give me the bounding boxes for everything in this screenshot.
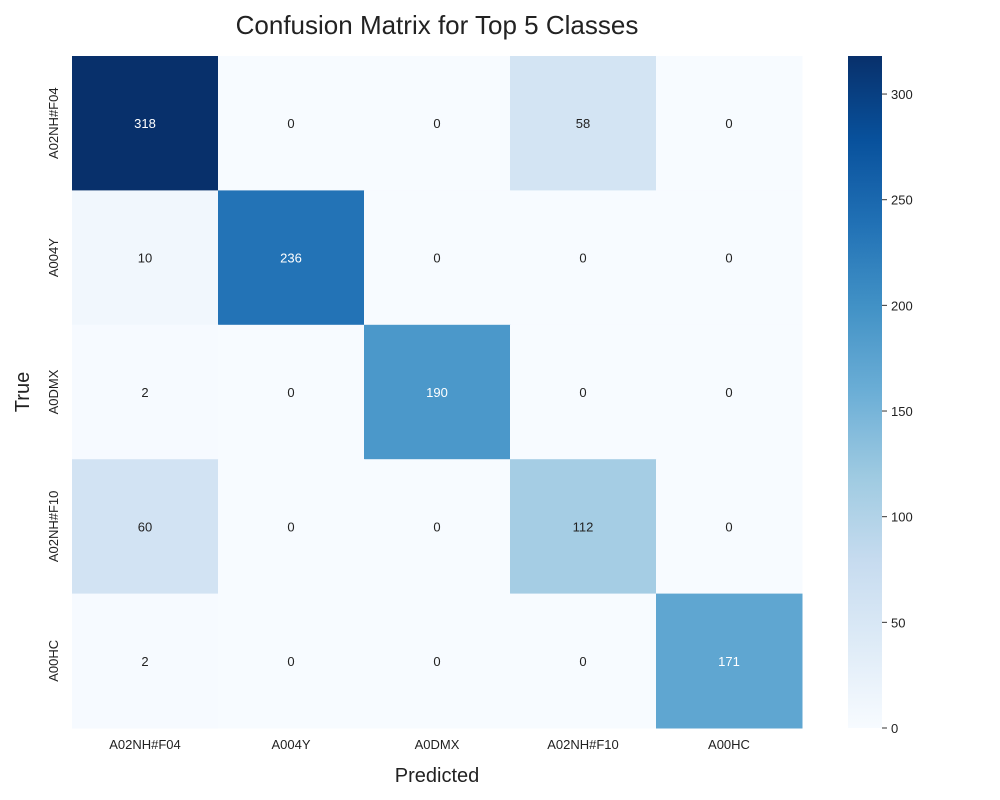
colorbar-ticks: 0 50 100 150 200 250 300 — [882, 87, 913, 736]
colorbar-tick-label: 300 — [891, 87, 913, 102]
x-tick-label: A02NH#F04 — [109, 737, 181, 752]
cell-value-label: 58 — [576, 116, 590, 131]
cell-value-label: 0 — [725, 385, 732, 400]
cell-value-label: 190 — [426, 385, 448, 400]
cell-value-label: 0 — [287, 385, 294, 400]
x-tick-label: A00HC — [708, 737, 750, 752]
heatmap-cell — [510, 324, 657, 460]
cell-value-label: 0 — [287, 519, 294, 534]
x-tick-label: A02NH#F10 — [547, 737, 619, 752]
cell-value-label: 0 — [287, 116, 294, 131]
heatmap-cell — [364, 593, 511, 729]
cell-value-label: 0 — [433, 654, 440, 669]
cell-value-label: 0 — [433, 251, 440, 266]
cell-value-label: 2 — [141, 654, 148, 669]
heatmap-cell — [218, 190, 365, 326]
heatmap-cell — [656, 593, 803, 729]
heatmap-cell — [72, 56, 219, 191]
x-tick-label: A0DMX — [415, 737, 460, 752]
colorbar-tick-label: 200 — [891, 298, 913, 313]
y-tick-label: A004Y — [46, 238, 61, 277]
y-tick-label: A00HC — [46, 640, 61, 682]
cell-value-label: 0 — [433, 116, 440, 131]
heatmap-cell — [218, 324, 365, 460]
colorbar-tick-label: 50 — [891, 615, 905, 630]
cell-value-label: 112 — [573, 519, 594, 534]
heatmap-cell-labels: 318 0 0 58 0 10 236 0 0 0 2 0 190 0 0 60 0 0 112 0 2 0 0 0 171 — [134, 116, 740, 669]
chart-title: Confusion Matrix for Top 5 Classes — [236, 10, 639, 40]
cell-value-label: 0 — [287, 654, 294, 669]
heatmap-cell — [218, 56, 365, 191]
heatmap-cell — [218, 593, 365, 729]
heatmap-cell — [72, 324, 219, 460]
heatmap-cell — [510, 459, 657, 595]
cell-value-label: 2 — [141, 385, 148, 400]
colorbar-tick-label: 250 — [891, 193, 913, 208]
cell-value-label: 318 — [134, 116, 156, 131]
y-tick-label: A02NH#F04 — [46, 87, 61, 159]
cell-value-label: 236 — [280, 251, 302, 266]
x-tick-labels: A02NH#F04 A004Y A0DMX A02NH#F10 A00HC — [109, 737, 750, 752]
cell-value-label: 0 — [579, 385, 586, 400]
cell-value-label: 10 — [138, 251, 152, 266]
heatmap-cell — [510, 56, 657, 191]
heatmap-cell — [656, 324, 803, 460]
cell-value-label: 0 — [433, 519, 440, 534]
heatmap-cell — [218, 459, 365, 595]
heatmap-cell — [656, 56, 803, 191]
cell-value-label: 0 — [725, 116, 732, 131]
heatmap-cell — [364, 56, 511, 191]
y-tick-labels: A02NH#F04 A004Y A0DMX A02NH#F10 A00HC — [46, 87, 61, 681]
y-tick-label: A02NH#F10 — [46, 491, 61, 563]
cell-value-label: 0 — [725, 251, 732, 266]
cell-value-label: 60 — [138, 519, 152, 534]
heatmap-cell — [364, 459, 511, 595]
heatmap-cell — [656, 459, 803, 595]
cell-value-label: 0 — [579, 251, 586, 266]
heatmap-cell — [510, 593, 657, 729]
heatmap-cell — [72, 593, 219, 729]
heatmap-cell — [656, 190, 803, 326]
heatmap-cell — [510, 190, 657, 326]
cell-value-label: 0 — [725, 519, 732, 534]
y-axis-label: True — [12, 372, 34, 412]
colorbar-tick-label: 150 — [891, 404, 913, 419]
cell-value-label: 0 — [579, 654, 586, 669]
heatmap-cells — [72, 56, 803, 729]
colorbar — [848, 56, 882, 728]
heatmap-cell — [364, 324, 511, 460]
heatmap-cell — [72, 190, 219, 326]
x-axis-label: Predicted — [395, 765, 480, 787]
y-tick-label: A0DMX — [46, 369, 61, 414]
cell-value-label: 171 — [718, 654, 740, 669]
heatmap-cell — [364, 190, 511, 326]
colorbar-tick-label: 0 — [891, 721, 898, 736]
colorbar-tick-label: 100 — [891, 510, 913, 525]
x-tick-label: A004Y — [271, 737, 310, 752]
heatmap-cell — [72, 459, 219, 595]
